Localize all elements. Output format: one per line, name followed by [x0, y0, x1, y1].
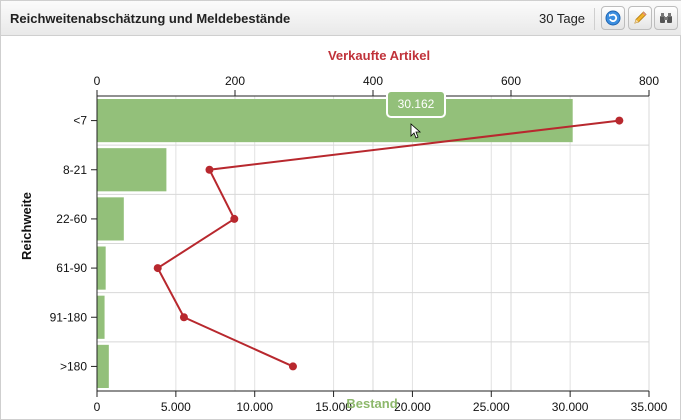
bar — [97, 295, 105, 339]
tooltip-text: 30.162 — [398, 97, 435, 111]
line-point — [205, 165, 214, 174]
bottom-axis-tick-label: 5.000 — [161, 400, 191, 414]
tooltip-box — [386, 90, 446, 118]
top-axis-tick-label: 600 — [501, 74, 521, 88]
edit-button[interactable] — [628, 6, 652, 30]
chart-axes: 0 200 400 600 800 0 5.000 10.000 15.000 20.000 25.… — [50, 74, 668, 414]
line-point — [288, 362, 297, 371]
y-axis-title: Reichweite — [19, 192, 34, 260]
y-axis-tick-label: >180 — [60, 359, 87, 373]
toolbar-divider — [594, 8, 595, 30]
bar — [97, 344, 109, 388]
top-axis-title: Verkaufte Artikel — [328, 48, 430, 63]
cursor-icon — [410, 123, 422, 139]
bar — [97, 246, 106, 290]
line-point — [615, 116, 624, 125]
chart-area: 0 200 400 600 800 0 5.000 10.000 15.000 20.000 25.… — [19, 48, 668, 414]
bar — [97, 197, 124, 241]
top-axis-tick-label: 0 — [94, 74, 101, 88]
y-axis-tick-label: 61-90 — [56, 261, 87, 275]
refresh-icon — [605, 10, 621, 26]
top-axis-tick-label: 800 — [639, 74, 659, 88]
bottom-axis-tick-label: 10.000 — [236, 400, 273, 414]
series-line — [156, 119, 620, 368]
bottom-axis-tick-label: 15.000 — [315, 400, 352, 414]
bottom-axis-tick-label: 30.000 — [552, 400, 589, 414]
pencil-icon — [634, 11, 647, 24]
bottom-axis-tick-label: 25.000 — [473, 400, 510, 414]
y-axis-tick-label: 91-180 — [50, 310, 88, 324]
panel-header: Reichweitenabschätzung und Meldebestände… — [1, 1, 681, 36]
line-series — [153, 116, 624, 371]
top-axis-tick-label: 400 — [363, 74, 383, 88]
bottom-axis-tick-label: 0 — [94, 400, 101, 414]
bottom-axis-title: Bestand — [346, 396, 397, 411]
y-axis-tick-label: 22-60 — [56, 212, 87, 226]
top-axis-tick-label: 200 — [225, 74, 245, 88]
tooltip: 30.162 — [386, 90, 446, 139]
refresh-button[interactable] — [601, 6, 625, 30]
line-point — [153, 264, 162, 273]
period-selector[interactable]: 30 Tage — [539, 11, 586, 26]
search-button[interactable] — [654, 6, 678, 30]
bottom-axis-tick-label: 35.000 — [631, 400, 668, 414]
line-point — [179, 313, 188, 322]
bar — [97, 148, 167, 192]
line-point — [230, 214, 239, 223]
y-axis-tick-label: 8-21 — [63, 163, 87, 177]
panel-title: Reichweitenabschätzung und Meldebestände — [10, 11, 291, 26]
bottom-axis-tick-label: 20.000 — [394, 400, 431, 414]
y-axis-tick-label: <7 — [73, 114, 87, 128]
binoculars-icon — [660, 13, 672, 23]
